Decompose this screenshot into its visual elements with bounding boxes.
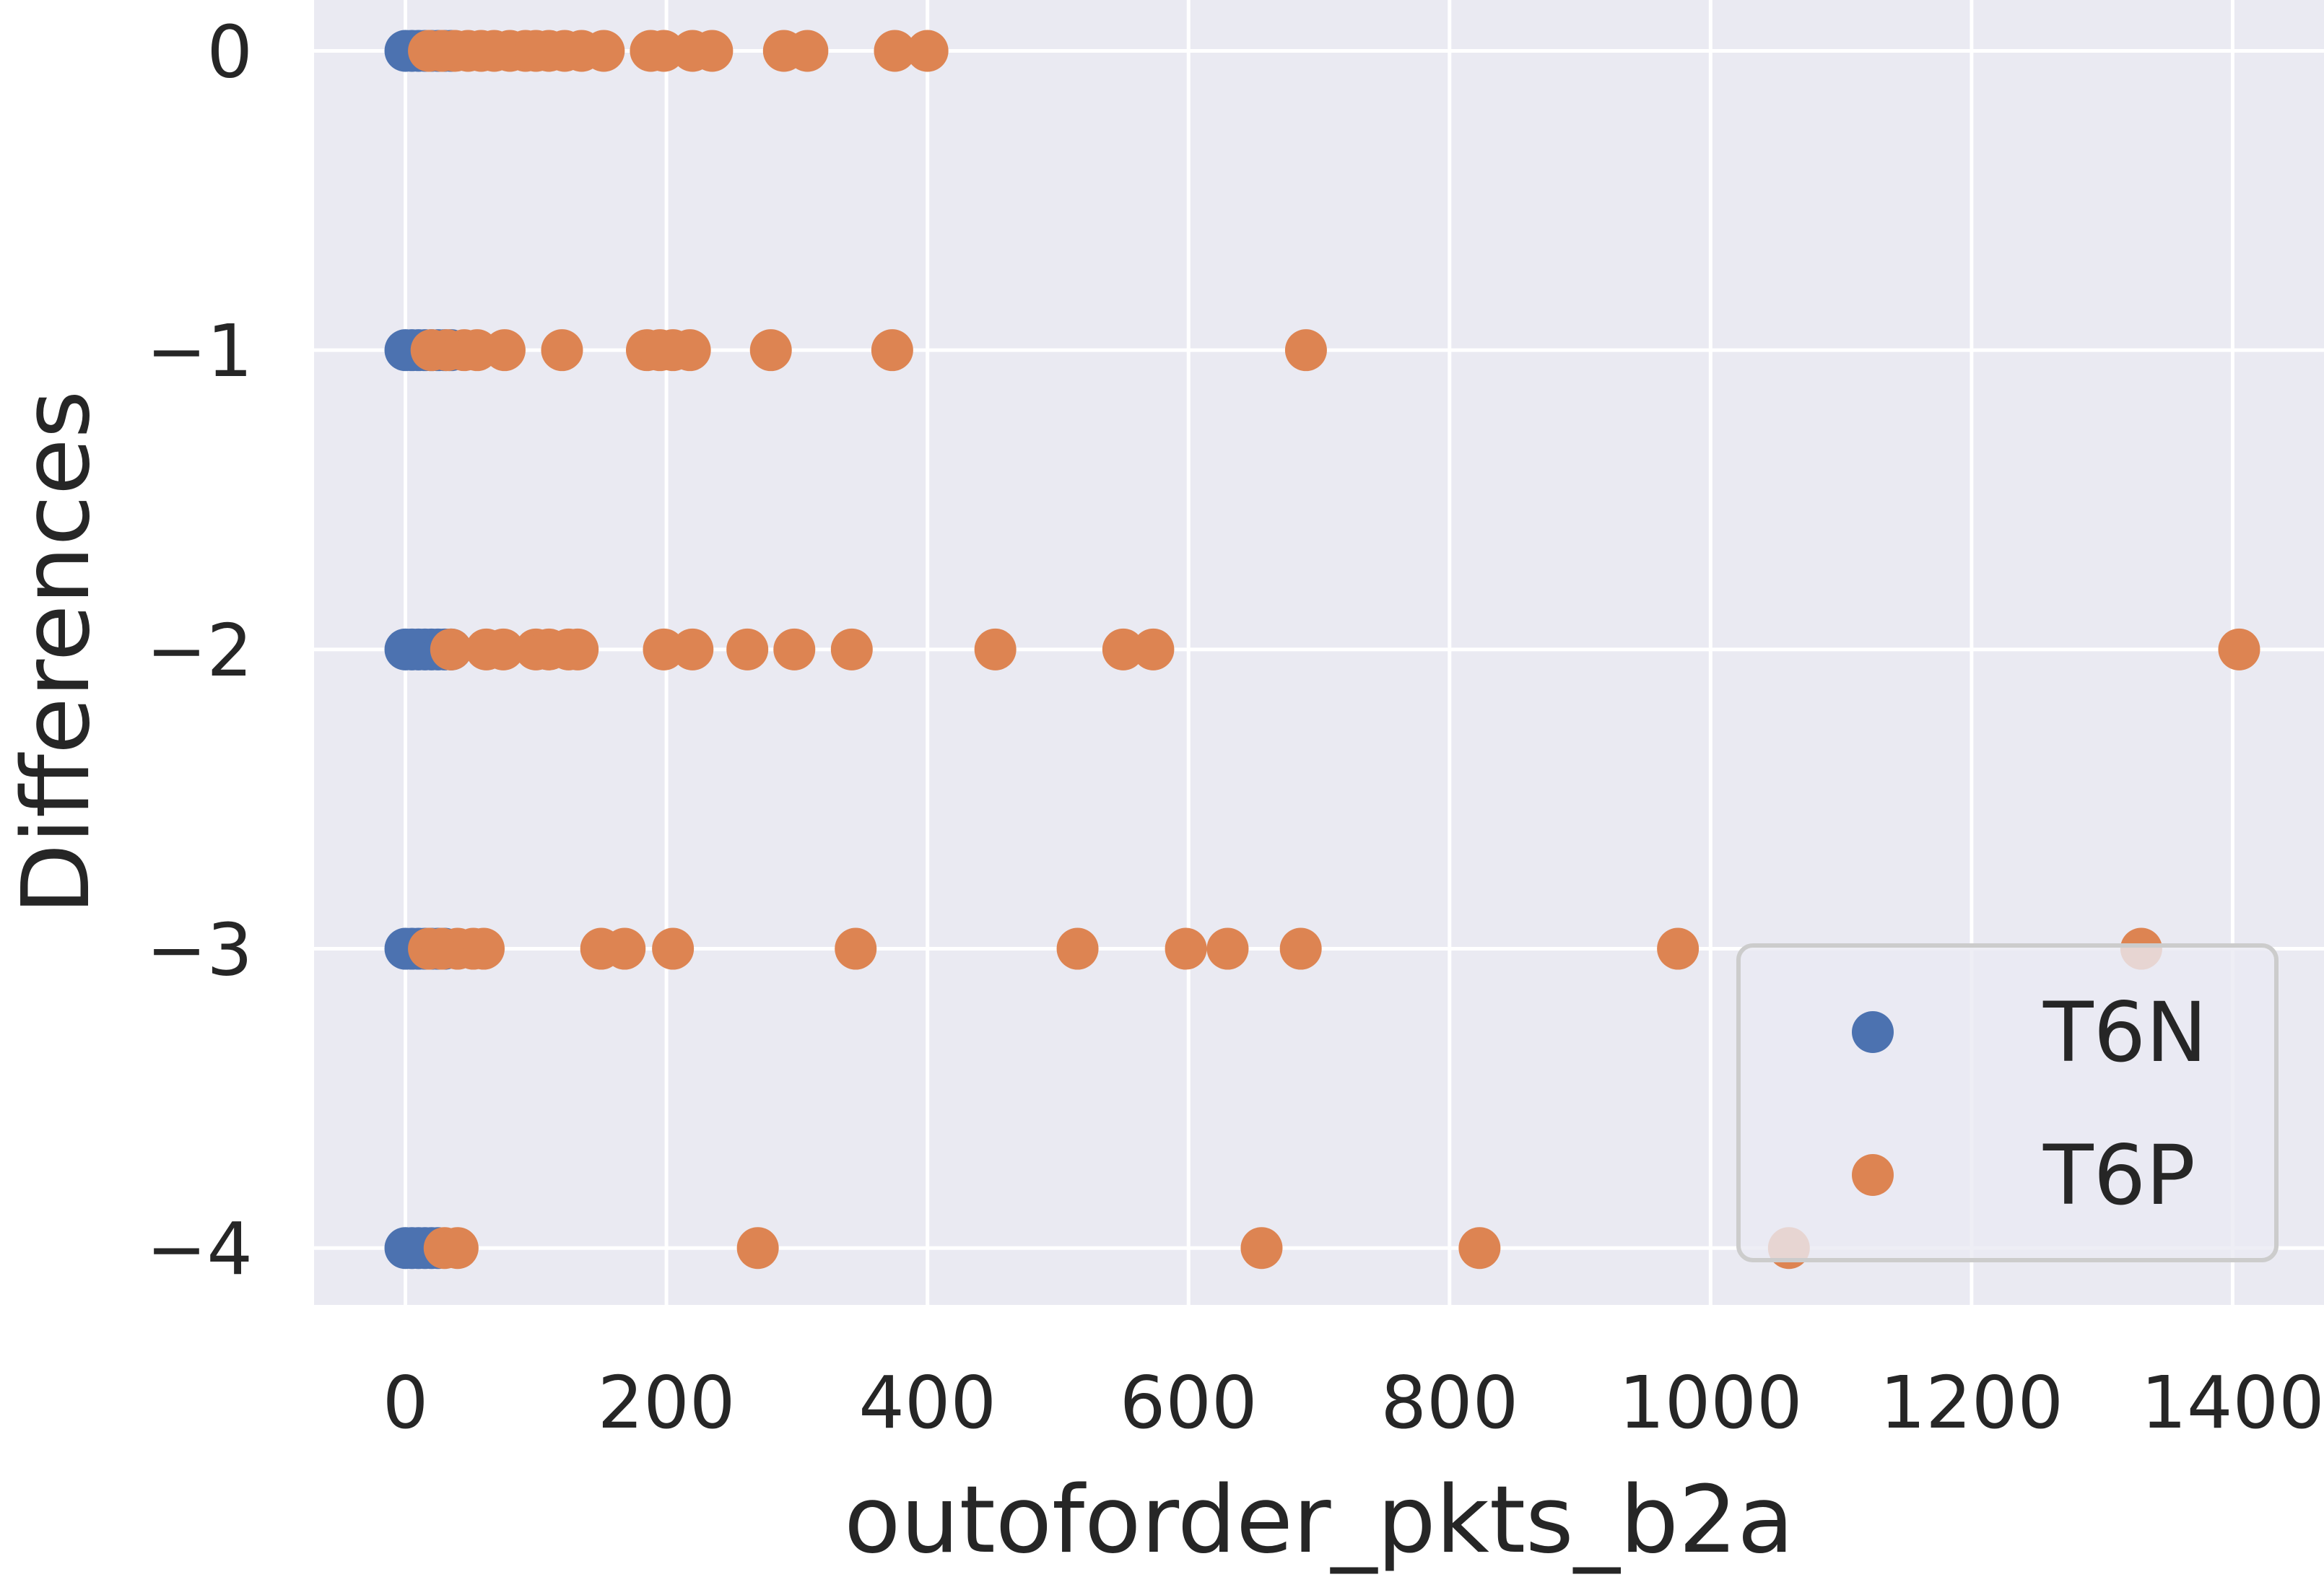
point-t6p — [671, 628, 714, 670]
legend-label-t6n: T6N — [2042, 984, 2207, 1080]
point-t6p — [463, 927, 505, 970]
data-points — [384, 30, 2260, 1270]
point-t6p — [1102, 628, 1144, 670]
point-t6p — [643, 30, 685, 72]
point-t6p — [726, 628, 769, 670]
y-tick-label: −4 — [147, 1207, 253, 1291]
x-tick-label: 0 — [383, 1360, 429, 1445]
point-t6p — [2218, 628, 2260, 670]
legend-marker-t6n — [1852, 1011, 1894, 1053]
point-t6p — [1206, 927, 1249, 970]
point-t6p — [436, 1227, 479, 1270]
y-tick-label: 0 — [206, 9, 253, 94]
point-t6p — [871, 329, 913, 372]
point-t6p — [483, 329, 526, 372]
point-t6p — [1657, 927, 1700, 970]
x-tick-label: 800 — [1380, 1360, 1518, 1445]
point-t6p — [1056, 927, 1099, 970]
point-t6p — [583, 30, 625, 72]
x-tick-label: 1000 — [1619, 1360, 1803, 1445]
y-tick-label: −1 — [147, 309, 253, 393]
point-t6p — [835, 927, 877, 970]
x-tick-label: 200 — [598, 1360, 736, 1445]
point-t6p — [482, 628, 525, 670]
point-t6p — [1165, 927, 1207, 970]
legend: T6N T6P — [1736, 943, 2279, 1262]
y-tick-label: −3 — [147, 908, 253, 992]
y-axis-label: Differences — [3, 390, 110, 915]
point-t6p — [652, 927, 695, 970]
point-t6p — [557, 628, 599, 670]
x-tick-label: 400 — [858, 1360, 996, 1445]
point-t6p — [643, 628, 685, 670]
tick-labels: 0 200 400 600 800 1000 1200 1400 0 −1 −2 −3 −4 — [147, 9, 2324, 1445]
point-t6p — [1240, 1227, 1283, 1270]
x-tick-label: 600 — [1120, 1360, 1258, 1445]
point-t6p — [773, 628, 816, 670]
point-t6p — [974, 628, 1017, 670]
point-t6p — [541, 329, 583, 372]
point-t6p — [906, 30, 949, 72]
point-t6p — [604, 927, 646, 970]
y-tick-label: −2 — [147, 608, 253, 693]
point-t6p — [669, 329, 711, 372]
point-t6p — [1132, 628, 1175, 670]
legend-marker-t6p — [1852, 1154, 1894, 1196]
point-t6p — [830, 628, 873, 670]
x-axis-label: outoforder_pkts_b2a — [844, 1467, 1794, 1574]
x-tick-label: 1400 — [2141, 1360, 2324, 1445]
point-t6p — [1458, 1227, 1501, 1270]
point-t6p — [1279, 927, 1322, 970]
point-t6p — [749, 329, 792, 372]
x-tick-label: 1200 — [1880, 1360, 2064, 1445]
point-t6p — [430, 628, 472, 670]
legend-label-t6p: T6P — [2042, 1127, 2195, 1223]
point-t6p — [786, 30, 829, 72]
point-t6p — [736, 1227, 779, 1270]
point-t6p — [1284, 329, 1327, 372]
point-t6p — [874, 30, 916, 72]
point-t6p — [691, 30, 734, 72]
